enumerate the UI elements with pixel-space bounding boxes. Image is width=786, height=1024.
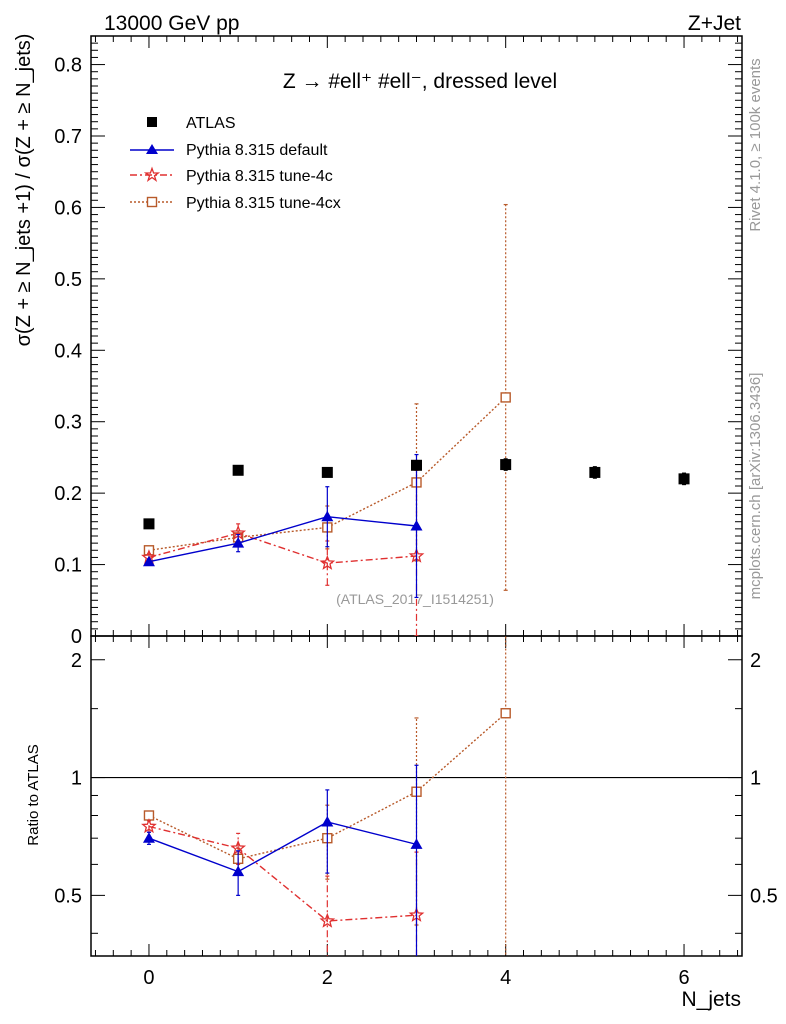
main-y-tick-label: 0.6: [54, 197, 82, 219]
main-y-tick-label: 0.1: [54, 555, 82, 577]
data-point-open-square: [500, 392, 511, 403]
rivet-version-label: Rivet 4.1.0, ≥ 100k events: [747, 58, 764, 231]
x-tick-label: 6: [678, 967, 689, 989]
data-point-star: [319, 554, 336, 570]
legend-marker-tune4c: [143, 166, 161, 182]
data-point-triangle: [321, 815, 334, 827]
data-point-square: [500, 459, 512, 471]
x-tick-label: 2: [322, 967, 333, 989]
legend-label-default: Pythia 8.315 default: [186, 142, 328, 159]
main-y-tick-label: 0: [71, 626, 82, 648]
data-point-triangle: [410, 520, 423, 531]
legend-label-tune4c: Pythia 8.315 tune-4c: [186, 168, 333, 185]
main-y-tick-label: 0.4: [54, 340, 82, 362]
legend-label-tune4cx: Pythia 8.315 tune-4cx: [186, 195, 341, 212]
mcplots-reference-label: mcplots.cern.ch [arXiv:1306.3436]: [747, 373, 764, 600]
main-y-tick-label: 0.8: [54, 55, 82, 77]
legend-label-atlas: ATLAS: [186, 115, 236, 132]
data-point-square: [678, 473, 690, 485]
series-line: [148, 825, 417, 922]
data-point-square: [143, 518, 155, 530]
data-point-square: [232, 464, 244, 476]
ratio-y-tick-label-right: 2: [750, 650, 761, 672]
x-tick-label: 0: [143, 967, 154, 989]
main-plot-title: Z → #ell⁺ #ell⁻, dressed level: [283, 70, 557, 93]
ratio-y-tick-label: 0.5: [54, 885, 82, 907]
series-line: [148, 821, 417, 873]
ratio-y-tick-label-right: 1: [750, 768, 761, 790]
data-point-square: [411, 459, 422, 471]
legend-marker-default: [146, 144, 158, 154]
ratio-y-tick-label: 1: [71, 768, 82, 790]
data-point-star: [319, 912, 336, 928]
ratio-y-tick-label-right: 0.5: [750, 885, 778, 907]
main-y-axis-title: σ(Z + ≥ N_jets +1) / σ(Z + ≥ N_jets): [13, 34, 35, 347]
data-point-triangle: [232, 865, 245, 877]
data-point-star: [141, 818, 157, 834]
axes-layer: 0 2 4 600.10.20.30.40.50.60.70.80.5 0.51 12 2: [54, 35, 778, 989]
series-line: [148, 532, 417, 564]
data-point-triangle: [142, 832, 155, 843]
ratio-y-tick-label: 2: [71, 650, 82, 672]
data-point-square: [589, 466, 601, 478]
data-point-square: [321, 466, 333, 478]
data-point-triangle: [232, 537, 245, 548]
ratio-data-layer: [141, 636, 511, 956]
ratio-y-axis-title: Ratio to ATLAS: [25, 744, 42, 845]
x-axis-title: N_jets: [681, 988, 741, 1011]
header-energy-label: 13000 GeV pp: [104, 12, 239, 35]
data-point-triangle: [410, 838, 423, 849]
legend: ATLAS Pythia 8.315 default Pythia 8.315 …: [130, 115, 341, 212]
data-point-triangle: [142, 555, 155, 567]
legend-marker-atlas: [147, 117, 157, 127]
data-point-triangle: [321, 510, 334, 522]
main-data-layer: [141, 203, 690, 636]
header-process-label: Z+Jet: [688, 12, 741, 35]
main-y-tick-label: 0.5: [54, 269, 82, 291]
analysis-watermark: (ATLAS_2017_I1514251): [336, 591, 494, 607]
series-line: [148, 516, 417, 563]
main-y-tick-label: 0.3: [54, 412, 82, 434]
x-tick-label: 4: [500, 967, 511, 989]
main-y-tick-label: 0.7: [54, 126, 82, 148]
main-y-tick-label: 0.2: [54, 483, 82, 505]
data-point-open-square: [500, 708, 511, 719]
legend-marker-tune4cx: [146, 196, 158, 208]
